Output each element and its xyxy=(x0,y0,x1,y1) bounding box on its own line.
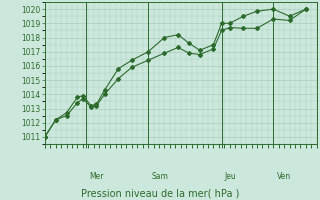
Text: Sam: Sam xyxy=(151,172,168,181)
Text: Pression niveau de la mer( hPa ): Pression niveau de la mer( hPa ) xyxy=(81,188,239,198)
Text: Mer: Mer xyxy=(89,172,103,181)
Text: Jeu: Jeu xyxy=(225,172,236,181)
Text: Ven: Ven xyxy=(276,172,291,181)
